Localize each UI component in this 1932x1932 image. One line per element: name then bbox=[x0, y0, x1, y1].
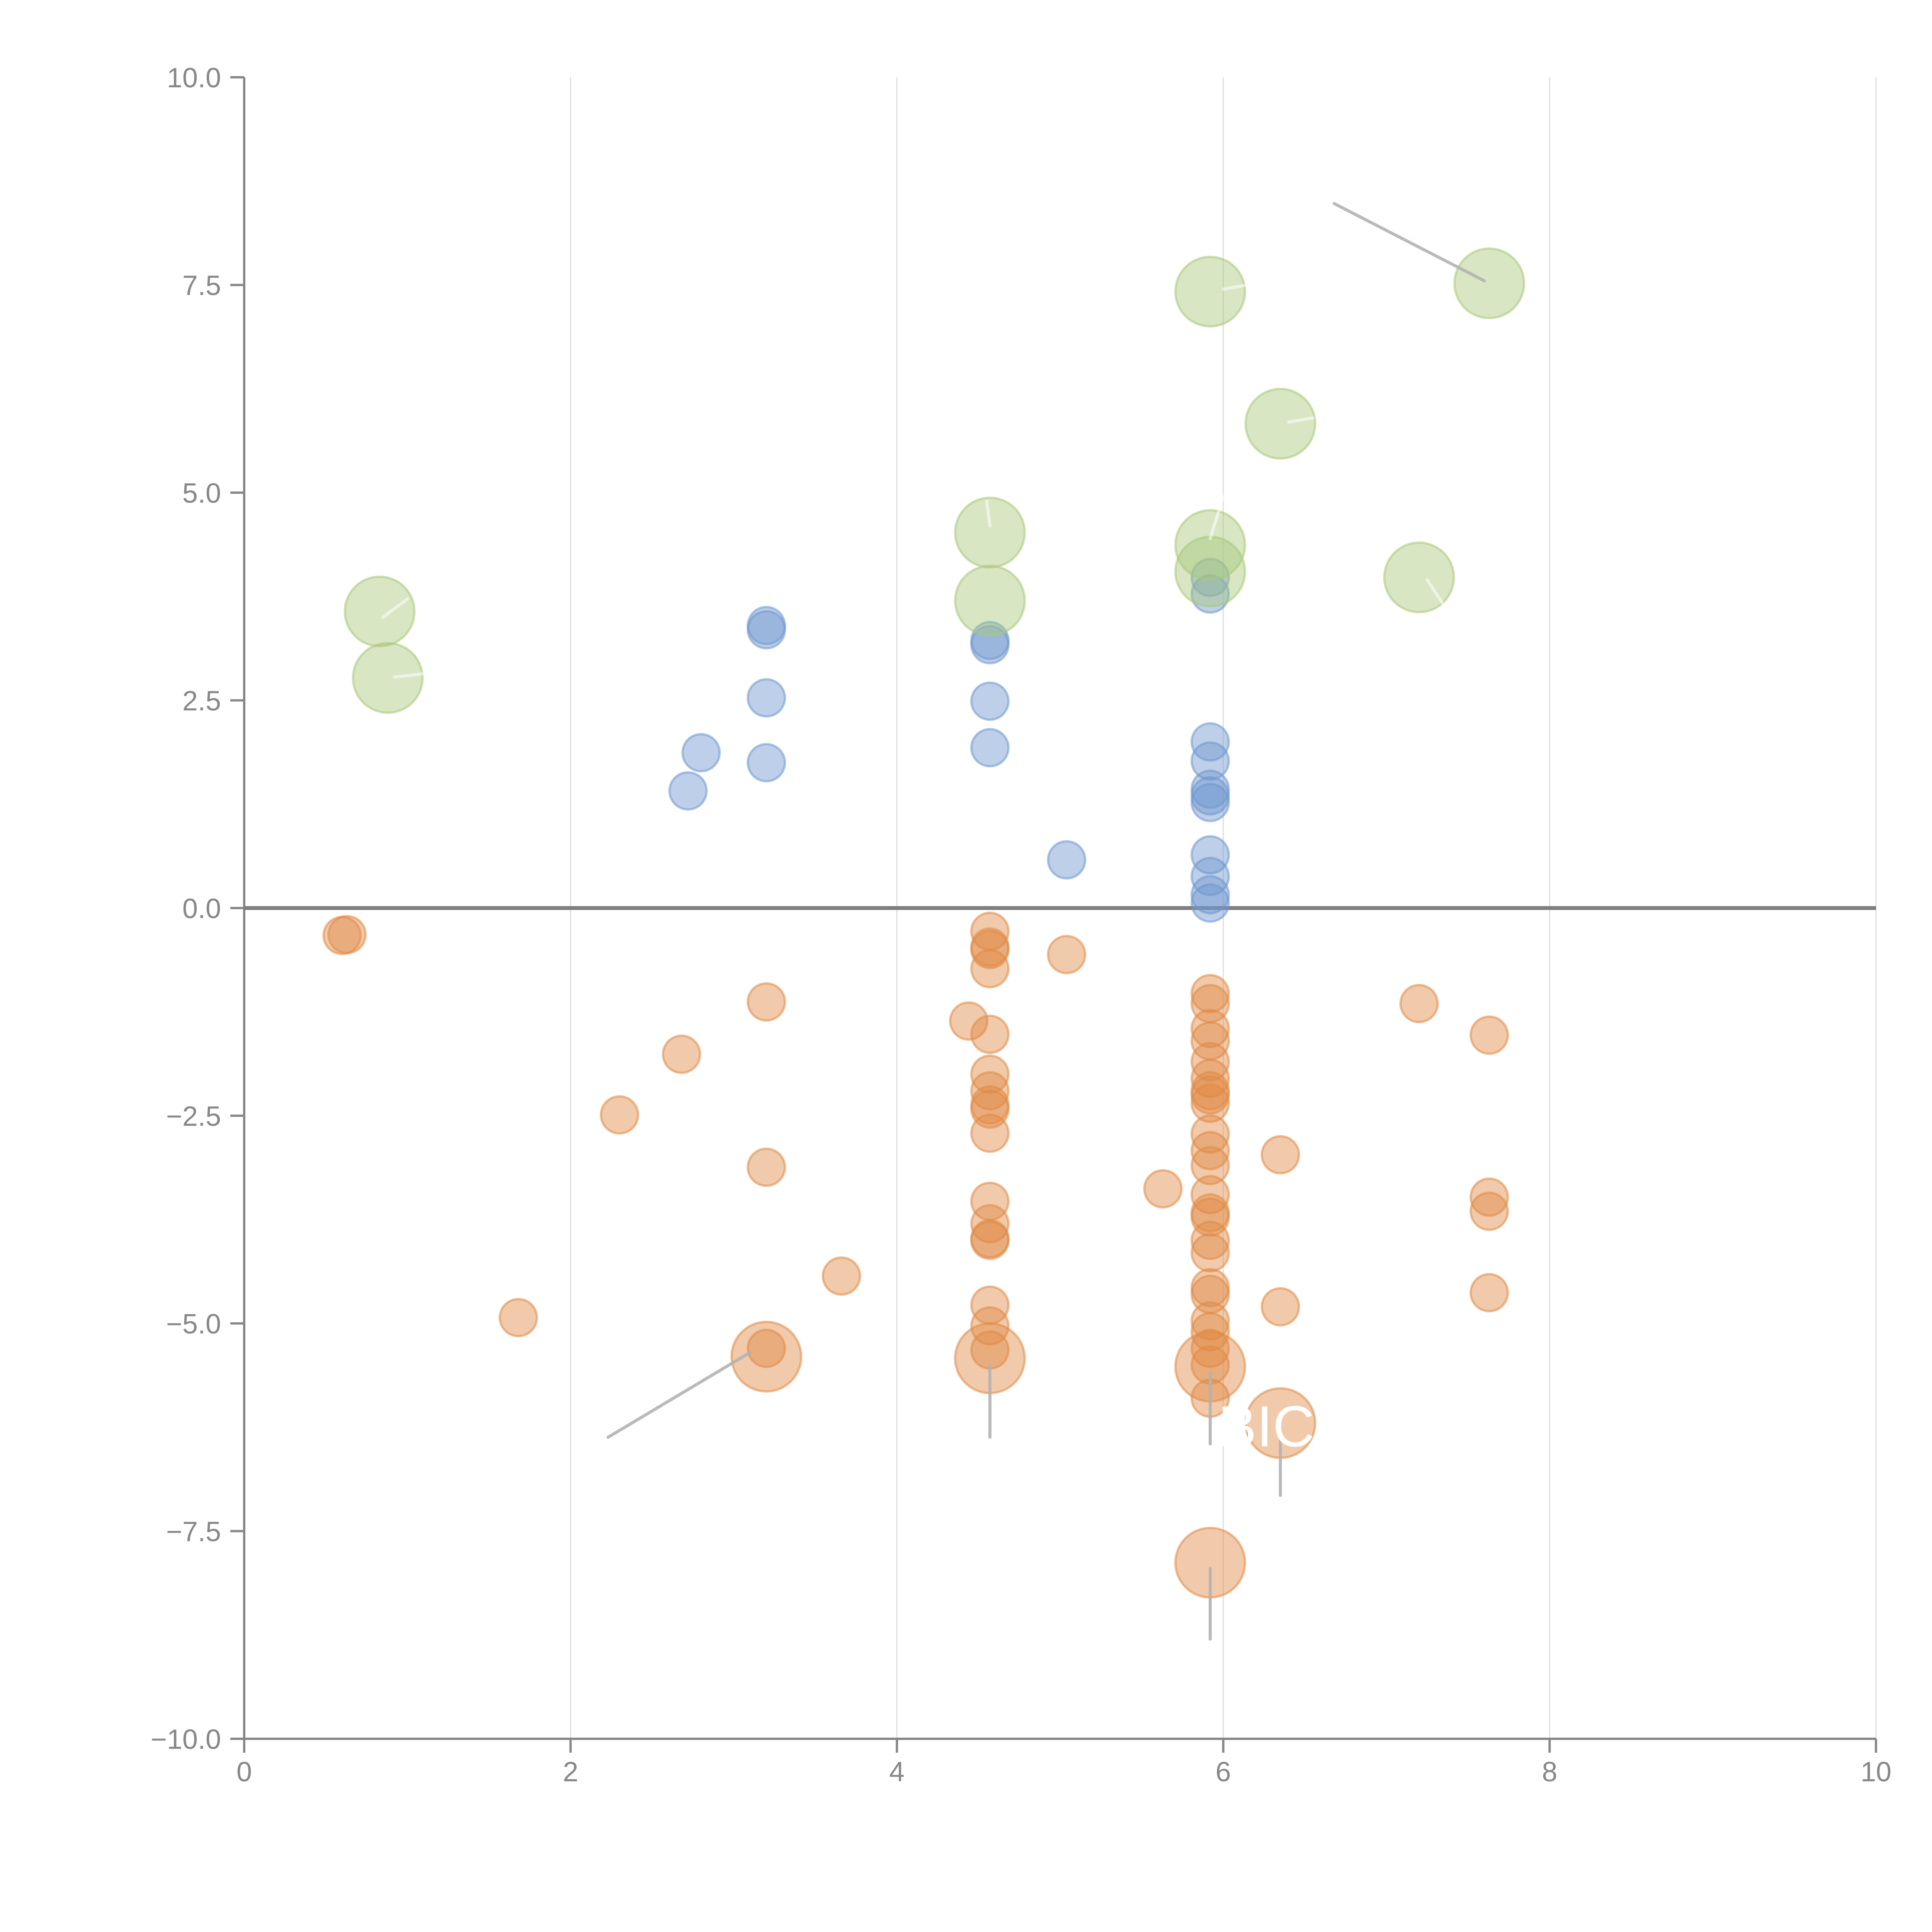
orange-point bbox=[498, 1298, 538, 1337]
y-tick-label: 10.0 bbox=[167, 63, 221, 94]
blue-point bbox=[747, 743, 786, 782]
orange-large-point bbox=[730, 1321, 803, 1393]
blue-point bbox=[970, 728, 1010, 768]
green-point bbox=[1174, 536, 1247, 608]
annotations: BICO bbox=[1218, 1394, 1360, 1459]
orange-point bbox=[970, 1014, 1010, 1054]
blue-point bbox=[970, 681, 1010, 721]
blue-point bbox=[1190, 782, 1230, 822]
blue-point bbox=[970, 625, 1010, 665]
leader-lines bbox=[381, 202, 1486, 1641]
x-tick-label: 2 bbox=[563, 1757, 578, 1787]
leader-line bbox=[985, 499, 992, 527]
orange-point bbox=[1190, 1083, 1230, 1123]
leader-line bbox=[1425, 578, 1445, 607]
x-ticks: 0 2 4 6 8 10 bbox=[236, 1739, 1891, 1787]
orange-point bbox=[1047, 935, 1087, 975]
x-tick-label: 0 bbox=[236, 1757, 252, 1787]
blue-point bbox=[1047, 840, 1087, 880]
orange-point bbox=[747, 982, 786, 1022]
orange-point bbox=[1399, 984, 1439, 1024]
leader-line bbox=[1209, 495, 1225, 540]
blue-point bbox=[1190, 558, 1230, 597]
blue-point bbox=[1190, 883, 1230, 923]
orange-point bbox=[747, 1147, 786, 1187]
y-tick-label: 2.5 bbox=[182, 686, 221, 717]
x-tick-label: 6 bbox=[1216, 1757, 1231, 1787]
y-tick-label: 7.5 bbox=[182, 270, 221, 301]
green-point bbox=[1174, 255, 1247, 328]
orange-point bbox=[1469, 1177, 1509, 1217]
blue-point bbox=[1190, 574, 1230, 614]
green-point bbox=[1453, 247, 1526, 320]
y-tick-label: −2.5 bbox=[166, 1101, 221, 1132]
orange-point bbox=[1469, 1015, 1509, 1055]
blue-point bbox=[1190, 875, 1230, 915]
orange-point bbox=[1190, 974, 1230, 1014]
green-point bbox=[954, 565, 1026, 637]
orange-point bbox=[1190, 1009, 1230, 1048]
leader-line bbox=[1287, 416, 1315, 424]
green-point bbox=[954, 497, 1026, 569]
green-point bbox=[344, 575, 416, 648]
y-tick-label: 5.0 bbox=[182, 478, 221, 509]
orange-point bbox=[1190, 1042, 1230, 1082]
orange-point bbox=[1260, 1135, 1300, 1175]
orange-point bbox=[1190, 1114, 1230, 1154]
y-tick-label: −5.0 bbox=[166, 1309, 221, 1340]
blue-point bbox=[1190, 741, 1230, 781]
leader-line bbox=[1221, 283, 1250, 291]
orange-point bbox=[327, 915, 367, 954]
data-points bbox=[322, 247, 1526, 1599]
green-point bbox=[1383, 541, 1455, 614]
blue-point bbox=[668, 771, 708, 811]
green-point bbox=[352, 642, 424, 714]
orange-point bbox=[1260, 1287, 1300, 1327]
orange-point bbox=[1190, 1328, 1230, 1368]
orange-point bbox=[949, 1001, 989, 1041]
orange-point bbox=[1190, 1146, 1230, 1185]
leader-line bbox=[606, 1351, 752, 1439]
y-tick-label: 0.0 bbox=[182, 893, 221, 924]
orange-point bbox=[1190, 1301, 1230, 1341]
x-tick-label: 8 bbox=[1542, 1757, 1557, 1787]
green-point bbox=[1244, 388, 1316, 460]
blue-point bbox=[681, 733, 721, 772]
leader-line bbox=[393, 672, 425, 679]
orange-point bbox=[1469, 1191, 1509, 1231]
leader-line bbox=[381, 597, 409, 619]
annotation-label: BICO bbox=[1218, 1394, 1360, 1459]
orange-point bbox=[1190, 1075, 1230, 1115]
orange-point bbox=[970, 949, 1010, 988]
green-point bbox=[1174, 509, 1247, 581]
orange-point bbox=[970, 1113, 1010, 1153]
y-ticks: 10.0 7.5 5.0 2.5 0.0 −2.5 −5.0 −7.5 −10.0 bbox=[151, 63, 244, 1755]
orange-point bbox=[1143, 1169, 1183, 1209]
blue-point bbox=[747, 610, 786, 650]
orange-point bbox=[970, 1221, 1010, 1260]
blue-point bbox=[1190, 835, 1230, 875]
x-tick-label: 10 bbox=[1861, 1757, 1891, 1787]
orange-point bbox=[970, 1054, 1010, 1094]
orange-point bbox=[1190, 1131, 1230, 1170]
x-tick-label: 4 bbox=[889, 1757, 905, 1787]
orange-point bbox=[1190, 1221, 1230, 1260]
leader-line bbox=[1332, 202, 1486, 282]
orange-point bbox=[747, 1328, 786, 1368]
orange-point bbox=[600, 1095, 639, 1135]
y-tick-label: −7.5 bbox=[166, 1517, 221, 1548]
y-tick-label: −10.0 bbox=[151, 1724, 221, 1755]
orange-point bbox=[821, 1256, 861, 1296]
orange-point bbox=[1190, 1197, 1230, 1237]
orange-point bbox=[970, 1204, 1010, 1243]
blue-point bbox=[747, 678, 786, 718]
orange-point bbox=[1190, 1233, 1230, 1273]
orange-point bbox=[662, 1034, 701, 1074]
orange-point bbox=[1469, 1273, 1509, 1313]
